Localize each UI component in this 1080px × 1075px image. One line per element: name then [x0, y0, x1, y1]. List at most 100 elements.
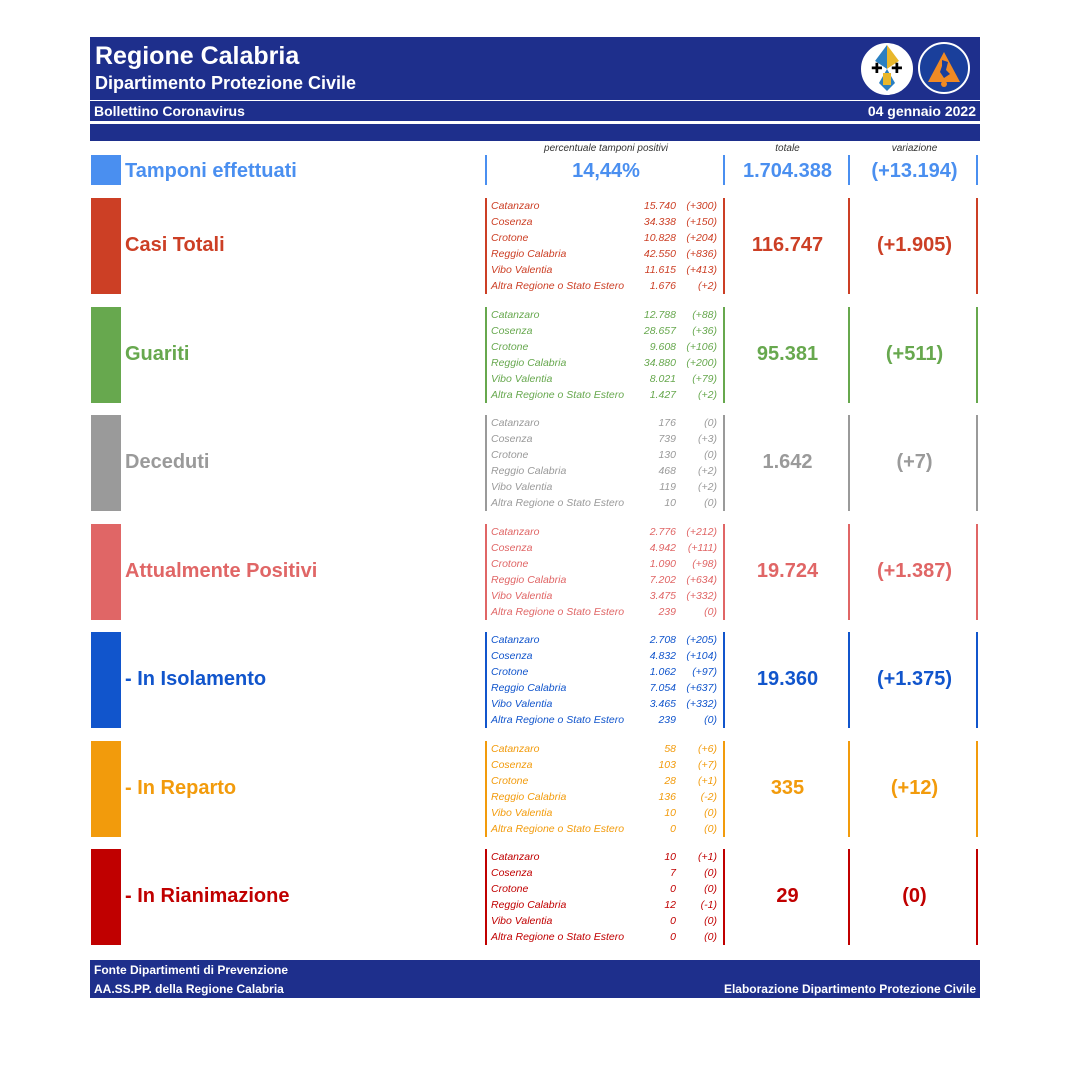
section-row: Deceduti Catanzaro 176 (0) Cosenza 739 (+3) Cro… [90, 415, 980, 511]
tamponi-divider [848, 155, 850, 185]
district-row: Reggio Calabria 468 (+2) [491, 463, 721, 479]
district-value: 10 [664, 807, 676, 819]
section-divider [976, 632, 978, 728]
section-variation: (+511) [885, 343, 944, 365]
district-row: Catanzaro 2.776 (+212) [491, 524, 721, 540]
district-name: Vibo Valentia [491, 481, 553, 493]
district-delta: (+88) [692, 309, 717, 321]
tamponi-divider [976, 155, 978, 185]
district-name: Crotone [491, 449, 529, 461]
district-row: Catanzaro 15.740 (+300) [491, 198, 721, 214]
district-delta: (+204) [686, 232, 717, 244]
header-banner: Regione Calabria Dipartimento Protezione… [90, 37, 980, 100]
district-row: Altra Regione o Stato Estero 0 (0) [491, 821, 721, 837]
district-value: 739 [658, 433, 676, 445]
section-divider [485, 849, 487, 945]
district-name: Reggio Calabria [491, 357, 567, 369]
tamponi-variation: (+13.194) [871, 160, 958, 182]
section-divider [485, 524, 487, 620]
district-name: Altra Regione o Stato Estero [491, 931, 625, 943]
district-delta: (+36) [692, 325, 717, 337]
district-row: Catanzaro 12.788 (+88) [491, 307, 721, 323]
section-row: - In Isolamento Catanzaro 2.708 (+205) Cosen… [90, 632, 980, 728]
district-row: Catanzaro 176 (0) [491, 415, 721, 431]
district-row: Cosenza 7 (0) [491, 865, 721, 881]
district-value: 7 [670, 867, 676, 879]
district-delta: (0) [704, 883, 717, 895]
district-value: 239 [658, 714, 676, 726]
district-name: Reggio Calabria [491, 682, 567, 694]
section-row: Guariti Catanzaro 12.788 (+88) Cosenza 28.657… [90, 307, 980, 403]
district-row: Reggio Calabria 7.054 (+637) [491, 680, 721, 696]
section-total: 19.360 [756, 668, 819, 690]
district-delta: (+104) [686, 650, 717, 662]
svg-text:✚: ✚ [871, 61, 883, 77]
section-total: 19.724 [756, 560, 819, 582]
district-value: 3.475 [649, 590, 676, 602]
district-name: Crotone [491, 775, 529, 787]
district-row: Vibo Valentia 3.465 (+332) [491, 696, 721, 712]
section-divider [723, 632, 725, 728]
section-label: - In Isolamento [125, 668, 267, 690]
section-row: Casi Totali Catanzaro 15.740 (+300) Cosenza 3… [90, 198, 980, 294]
district-delta: (0) [704, 497, 717, 509]
district-row: Crotone 9.608 (+106) [491, 339, 721, 355]
district-delta: (+836) [686, 248, 717, 260]
district-delta: (+1) [698, 775, 717, 787]
department-subtitle: Dipartimento Protezione Civile [95, 73, 357, 93]
district-list: Catanzaro 176 (0) Cosenza 739 (+3) Crotone 130 (… [491, 415, 721, 511]
district-name: Catanzaro [491, 743, 540, 755]
section-divider [485, 415, 487, 511]
section-swatch [91, 741, 121, 837]
section-label: - In Reparto [125, 777, 237, 799]
district-value: 10 [664, 851, 676, 863]
district-name: Catanzaro [491, 200, 540, 212]
district-value: 119 [659, 481, 676, 493]
district-list: Catanzaro 10 (+1) Cosenza 7 (0) Crotone 0 (0) Reg… [491, 849, 721, 945]
district-delta: (0) [704, 931, 717, 943]
district-delta: (0) [704, 417, 717, 429]
district-value: 8.021 [649, 373, 676, 385]
district-value: 0 [670, 931, 676, 943]
district-name: Cosenza [491, 867, 533, 879]
district-name: Vibo Valentia [491, 590, 553, 602]
district-row: Crotone 0 (0) [491, 881, 721, 897]
district-name: Vibo Valentia [491, 373, 553, 385]
district-name: Cosenza [491, 433, 533, 445]
district-row: Vibo Valentia 8.021 (+79) [491, 371, 721, 387]
section-divider [723, 741, 725, 837]
district-list: Catanzaro 15.740 (+300) Cosenza 34.338 (+150)… [491, 198, 721, 294]
district-row: Cosenza 739 (+3) [491, 431, 721, 447]
district-row: Crotone 10.828 (+204) [491, 230, 721, 246]
footer-source-detail: AA.SS.PP. della Regione Calabria [94, 982, 284, 996]
section-label: Guariti [125, 343, 190, 365]
section-swatch [91, 307, 121, 403]
district-row: Cosenza 103 (+7) [491, 757, 721, 773]
district-value: 10 [664, 497, 676, 509]
district-name: Altra Regione o Stato Estero [491, 389, 625, 401]
section-row: - In Reparto Catanzaro 58 (+6) Cosenza 103 (+7… [90, 741, 980, 837]
district-value: 15.740 [643, 200, 676, 212]
district-row: Vibo Valentia 0 (0) [491, 913, 721, 929]
section-row: - In Rianimazione Catanzaro 10 (+1) Cosenza 7… [90, 849, 980, 945]
district-name: Crotone [491, 341, 529, 353]
district-value: 1.062 [649, 666, 676, 678]
section-variation: (0) [902, 885, 927, 907]
district-name: Crotone [491, 232, 529, 244]
district-row: Reggio Calabria 34.880 (+200) [491, 355, 721, 371]
district-row: Altra Regione o Stato Estero 1.427 (+2) [491, 387, 721, 403]
district-delta: (-1) [700, 899, 717, 911]
district-delta: (+2) [698, 389, 717, 401]
district-value: 1.427 [649, 389, 676, 401]
section-swatch [91, 632, 121, 728]
district-delta: (+98) [692, 558, 717, 570]
district-value: 1.090 [649, 558, 676, 570]
district-name: Crotone [491, 558, 529, 570]
district-name: Cosenza [491, 325, 533, 337]
district-value: 136 [658, 791, 676, 803]
blank-bar [90, 124, 980, 141]
district-delta: (+79) [692, 373, 717, 385]
district-row: Catanzaro 10 (+1) [491, 849, 721, 865]
tamponi-row: Tamponi effettuati 14,44% 1.704.388 (+13… [90, 155, 980, 187]
section-divider [485, 741, 487, 837]
